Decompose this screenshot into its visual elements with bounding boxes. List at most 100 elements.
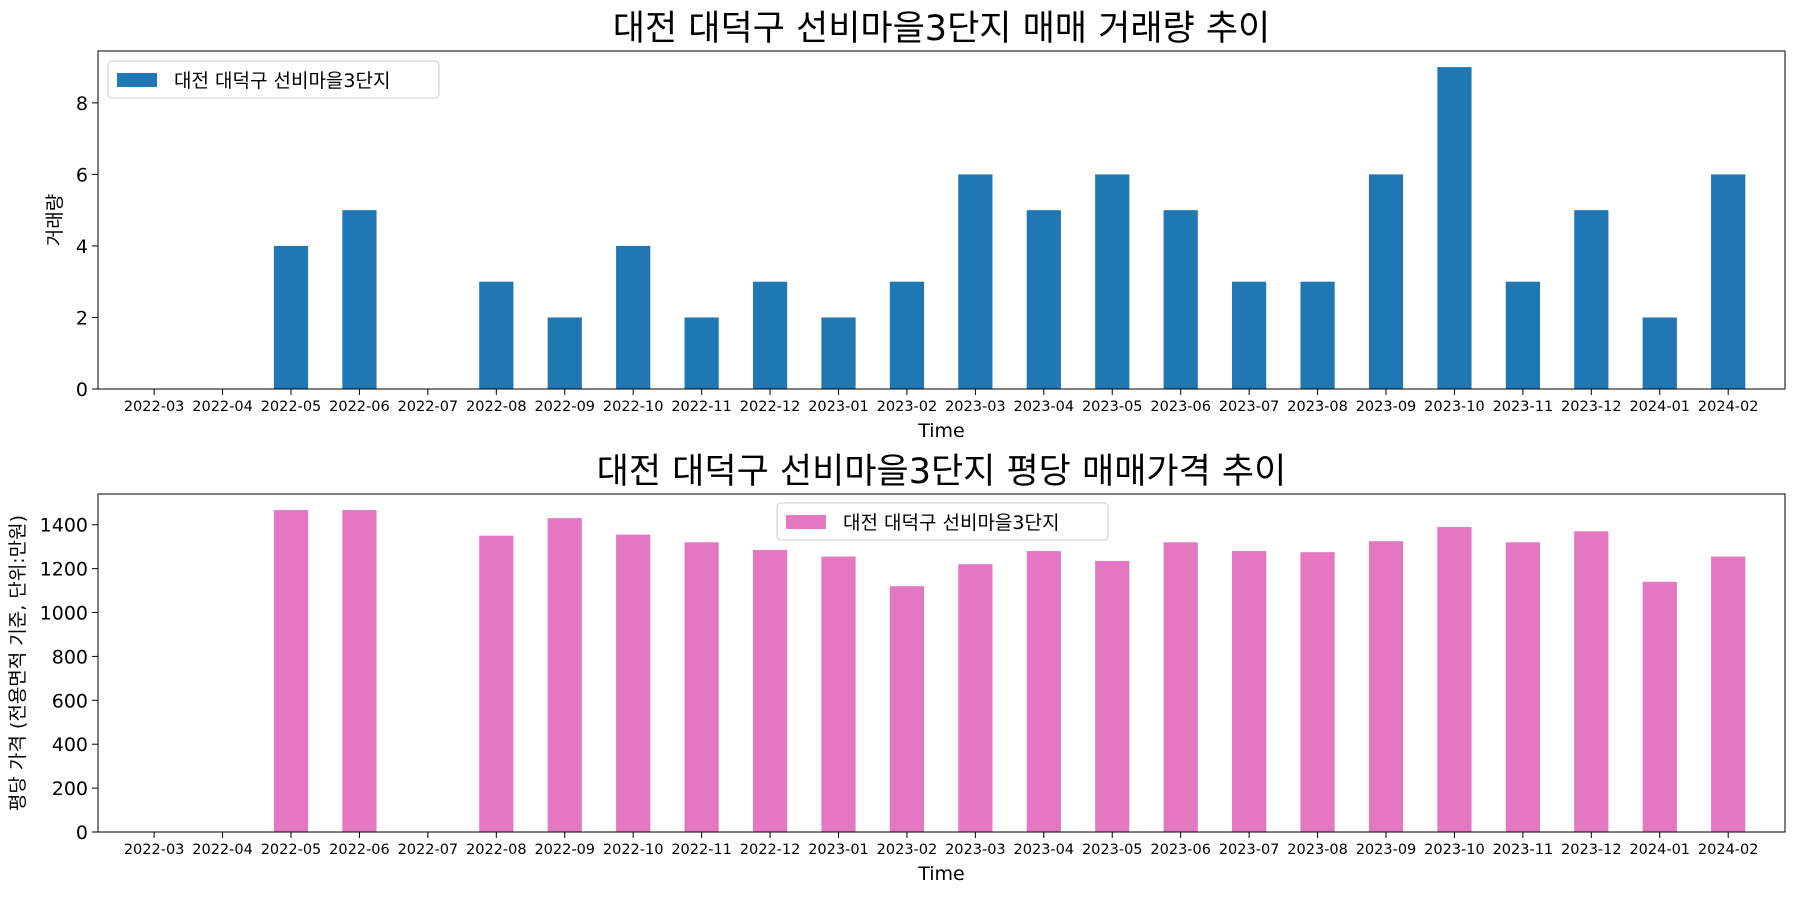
- bar: [958, 564, 993, 832]
- x-tick-label: 2023-10: [1424, 399, 1485, 415]
- x-tick-label: 2022-10: [603, 842, 664, 858]
- x-tick-label: 2023-08: [1287, 399, 1348, 415]
- bar: [1163, 542, 1198, 832]
- bar: [889, 281, 925, 389]
- bar: [1026, 210, 1061, 389]
- x-tick-label: 2023-01: [808, 842, 869, 858]
- bar: [1368, 174, 1404, 389]
- y-tick-label: 6: [76, 164, 88, 186]
- bar: [1300, 552, 1335, 832]
- bar: [1642, 317, 1677, 389]
- chart-title: 대전 대덕구 선비마을3단지 평당 매매가격 추이: [597, 452, 1287, 492]
- y-tick-label: 8: [76, 93, 88, 115]
- x-tick-label: 2022-08: [466, 399, 527, 415]
- chart-title: 대전 대덕구 선비마을3단지 매매 거래량 추이: [613, 9, 1271, 49]
- bar: [889, 586, 925, 832]
- bar: [479, 281, 514, 389]
- x-tick-label: 2022-09: [534, 842, 595, 858]
- x-tick-label: 2024-01: [1629, 842, 1690, 858]
- x-tick-label: 2023-05: [1082, 842, 1143, 858]
- x-axis-label: Time: [917, 863, 965, 885]
- x-tick-label: 2024-02: [1698, 842, 1759, 858]
- bar: [342, 510, 377, 832]
- x-tick-label: 2022-05: [261, 399, 322, 415]
- x-tick-label: 2024-01: [1629, 399, 1690, 415]
- x-tick-label: 2023-11: [1493, 842, 1554, 858]
- y-tick-label: 1200: [40, 559, 88, 581]
- bar: [1437, 526, 1472, 832]
- x-tick-label: 2022-07: [398, 399, 459, 415]
- y-tick-label: 0: [76, 822, 88, 844]
- bar: [684, 317, 719, 389]
- x-tick-label: 2023-10: [1424, 842, 1485, 858]
- x-tick-label: 2023-06: [1150, 842, 1211, 858]
- y-tick-label: 200: [52, 778, 88, 800]
- bar: [616, 245, 651, 389]
- y-tick-label: 2: [76, 307, 88, 329]
- bar: [342, 210, 377, 389]
- legend: 대전 대덕구 선비마을3단지: [107, 60, 440, 99]
- bar: [1232, 281, 1267, 389]
- plot-frame: [97, 50, 1786, 390]
- y-tick-label: 400: [52, 734, 88, 756]
- x-tick-label: 2022-06: [329, 399, 390, 415]
- bar: [752, 549, 788, 832]
- x-tick-label: 2023-04: [1014, 842, 1075, 858]
- legend-swatch: [117, 73, 157, 87]
- bar: [1163, 210, 1198, 389]
- legend-swatch: [786, 515, 826, 529]
- chart-2: 대전 대덕구 선비마을3단지 평당 매매가격 추이 0 200 400 600 800 10…: [7, 452, 1786, 885]
- x-tick-label: 2023-02: [877, 842, 938, 858]
- bar: [273, 245, 309, 389]
- x-tick-label: 2022-07: [398, 842, 459, 858]
- bar: [1711, 556, 1746, 832]
- bar: [958, 174, 993, 389]
- x-tick-label: 2023-07: [1219, 399, 1280, 415]
- x-tick-label: 2023-08: [1287, 842, 1348, 858]
- x-tick-label: 2023-12: [1561, 842, 1622, 858]
- y-tick-label: 600: [52, 690, 88, 712]
- x-tick-label: 2022-04: [192, 842, 253, 858]
- bar: [1300, 281, 1335, 389]
- bar: [547, 317, 582, 389]
- bar: [1505, 281, 1540, 389]
- x-tick-label: 2024-02: [1698, 399, 1759, 415]
- bar: [821, 556, 856, 832]
- legend-label: 대전 대덕구 선비마을3단지: [843, 512, 1059, 534]
- x-tick-label: 2023-03: [945, 399, 1006, 415]
- bar: [1095, 174, 1130, 389]
- x-tick-label: 2022-04: [192, 399, 253, 415]
- x-tick-label: 2023-05: [1082, 399, 1143, 415]
- y-tick-label: 1400: [40, 515, 88, 537]
- x-tick-label: 2023-02: [877, 399, 938, 415]
- y-tick-label: 800: [52, 646, 88, 668]
- x-tick-label: 2022-12: [740, 842, 801, 858]
- x-tick-label: 2022-10: [603, 399, 664, 415]
- x-tick-label: 2022-11: [671, 399, 732, 415]
- y-tick-label: 4: [76, 236, 88, 258]
- x-tick-label: 2022-03: [124, 842, 185, 858]
- x-tick-label: 2022-03: [124, 399, 185, 415]
- x-axis-label: Time: [917, 420, 965, 442]
- x-tick-label: 2023-03: [945, 842, 1006, 858]
- x-tick-label: 2023-12: [1561, 399, 1622, 415]
- legend-box: [776, 502, 1109, 541]
- bar: [1505, 542, 1540, 832]
- bar: [1095, 560, 1130, 832]
- bar: [479, 535, 514, 832]
- legend-box: [107, 60, 440, 99]
- y-axis-label: 거래량: [44, 194, 66, 246]
- bar: [684, 542, 719, 832]
- y-axis-label: 평당 가격 (전용면적 기준, 단위:만원): [7, 515, 29, 811]
- legend-label: 대전 대덕구 선비마을3단지: [174, 70, 390, 92]
- x-tick-label: 2022-05: [261, 842, 322, 858]
- legend: 대전 대덕구 선비마을3단지: [776, 502, 1109, 541]
- bar: [1711, 174, 1746, 389]
- x-tick-label: 2023-01: [808, 399, 869, 415]
- x-tick-label: 2023-09: [1356, 842, 1417, 858]
- x-tick-label: 2023-04: [1014, 399, 1075, 415]
- bar: [752, 281, 788, 389]
- bar: [1232, 551, 1267, 832]
- bar: [547, 518, 582, 832]
